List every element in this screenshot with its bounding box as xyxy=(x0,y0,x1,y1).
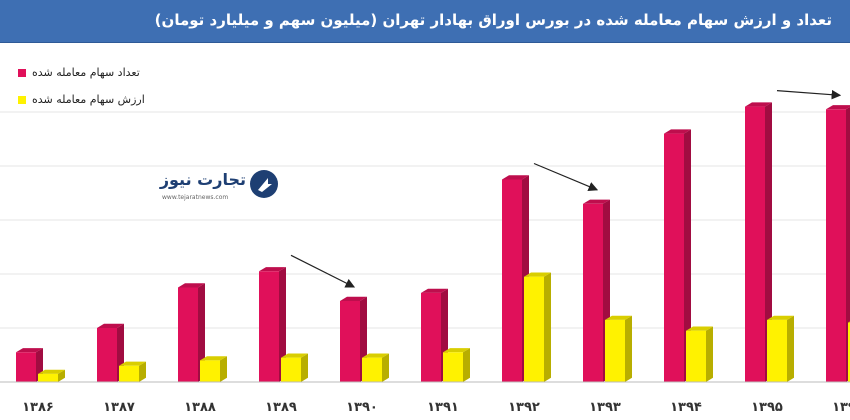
bar-s1-8 xyxy=(664,133,684,382)
logo-url: www.tejaratnews.com xyxy=(162,194,229,201)
bar-top-s2-8 xyxy=(686,326,713,331)
bar-s1-0 xyxy=(16,352,36,382)
bar-top-s1-9 xyxy=(745,102,772,107)
decline-arrow xyxy=(533,162,599,191)
decline-arrow xyxy=(290,254,356,288)
chart-plot: ۱۳۸۶ ۱۳۸۷ ۱۳۸۸ ۱۳۸۹ ۱۳۹۰ ۱۳۹۱ ۱۳۹۲ ۱۳۹۳ ۱۳۹۴ ۱۳۹۵… xyxy=(0,89,850,415)
logo-glyph xyxy=(258,178,272,192)
bar-top-s1-6 xyxy=(502,175,529,180)
x-tick-label: ۱۳۹۶ xyxy=(832,400,850,415)
bar-side-s1-10 xyxy=(846,106,850,382)
x-tick-label: ۱۳۹۱ xyxy=(427,400,459,415)
bar-side-s2-8 xyxy=(706,326,713,382)
bar-top-s2-9 xyxy=(767,315,794,320)
x-tick-label: ۱۳۸۹ xyxy=(265,400,297,415)
bar-top-s2-4 xyxy=(362,353,389,358)
bar-top-s2-1 xyxy=(119,361,146,366)
bar-top-s1-3 xyxy=(259,267,286,272)
bar-side-s2-0 xyxy=(58,369,65,382)
bar-side-s2-6 xyxy=(544,272,551,382)
x-tick-label: ۱۳۸۷ xyxy=(103,400,135,415)
bar-s1-10 xyxy=(826,109,846,383)
bar-side-s1-9 xyxy=(765,102,772,383)
bar-side-s1-3 xyxy=(279,267,286,382)
legend-label-series2: ارزش سهام معامله شده xyxy=(32,93,145,106)
bar-s2-4 xyxy=(362,357,382,382)
bar-s2-9 xyxy=(767,319,787,382)
bar-top-s1-10 xyxy=(826,105,850,110)
bar-s1-6 xyxy=(502,179,522,382)
logo-icon xyxy=(250,170,278,198)
bar-s2-5 xyxy=(443,352,463,382)
x-tick-label: ۱۳۹۰ xyxy=(346,400,378,415)
bar-top-s1-0 xyxy=(16,348,43,353)
legend-swatch-series2 xyxy=(18,96,26,104)
bar-s1-7 xyxy=(583,203,603,382)
legend-item-series1: تعداد سهام معامله شده xyxy=(18,66,140,79)
x-tick-label: ۱۳۹۴ xyxy=(670,400,702,415)
legend-swatch-series1 xyxy=(18,69,26,77)
bar-s2-0 xyxy=(38,373,58,382)
bar-side-s1-8 xyxy=(684,129,691,382)
bar-s1-4 xyxy=(340,301,360,382)
bar-top-s2-5 xyxy=(443,348,470,353)
chart-title: تعداد و ارزش سهام معامله شده در بورس اور… xyxy=(154,11,832,29)
title-bar: تعداد و ارزش سهام معامله شده در بورس اور… xyxy=(0,0,850,43)
x-tick-label: ۱۳۹۳ xyxy=(589,400,621,415)
bar-top-s2-6 xyxy=(524,272,551,277)
bar-s2-8 xyxy=(686,330,706,382)
x-tick-label: ۱۳۹۲ xyxy=(508,400,540,415)
legend-item-series2: ارزش سهام معامله شده xyxy=(18,93,145,106)
bar-side-s2-9 xyxy=(787,315,794,382)
decline-arrow xyxy=(776,89,842,100)
bar-s1-9 xyxy=(745,106,765,382)
bar-s2-7 xyxy=(605,319,625,382)
bar-top-s2-0 xyxy=(38,369,65,374)
bar-top-s2-3 xyxy=(281,353,308,358)
bar-side-s2-5 xyxy=(463,348,470,382)
bar-top-s1-7 xyxy=(583,199,610,204)
bar-s1-3 xyxy=(259,271,279,382)
bar-top-s1-4 xyxy=(340,296,367,301)
bar-side-s2-4 xyxy=(382,353,389,382)
bar-s1-2 xyxy=(178,287,198,382)
bar-top-s1-1 xyxy=(97,323,124,328)
bar-top-s2-7 xyxy=(605,315,632,320)
bar-s1-5 xyxy=(421,292,441,382)
bar-side-s2-7 xyxy=(625,315,632,382)
bar-side-s2-2 xyxy=(220,356,227,382)
bar-s2-2 xyxy=(200,360,220,382)
bar-top-s1-2 xyxy=(178,283,205,288)
bar-s2-1 xyxy=(119,365,139,382)
tejarat-news-logo: تجارت نیوز www.tejaratnews.com xyxy=(159,168,282,208)
bar-top-s2-2 xyxy=(200,356,227,361)
bar-side-s2-3 xyxy=(301,353,308,382)
bar-s2-10 xyxy=(848,322,850,382)
logo-text: تجارت نیوز xyxy=(159,170,246,189)
bar-top-s1-8 xyxy=(664,129,691,134)
bar-s2-6 xyxy=(524,276,544,382)
bar-side-s1-2 xyxy=(198,283,205,382)
bar-s1-1 xyxy=(97,328,117,382)
x-tick-label: ۱۳۹۵ xyxy=(751,400,783,415)
legend-label-series1: تعداد سهام معامله شده xyxy=(32,66,140,79)
x-tick-label: ۱۳۸۸ xyxy=(184,400,216,415)
bar-s2-3 xyxy=(281,357,301,382)
bar-side-s2-1 xyxy=(139,361,146,382)
x-tick-label: ۱۳۸۶ xyxy=(22,400,54,415)
bar-top-s1-5 xyxy=(421,288,448,293)
